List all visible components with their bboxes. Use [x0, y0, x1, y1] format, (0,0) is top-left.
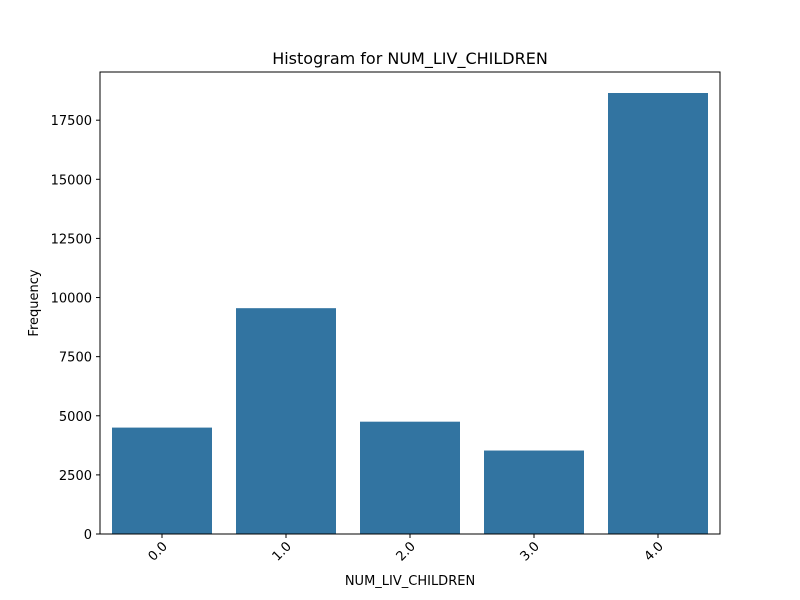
y-tick-label: 2500: [59, 469, 92, 484]
y-tick-label: 7500: [59, 351, 92, 366]
x-tick-label: 2.0: [394, 539, 419, 564]
bar-3.0: [484, 450, 584, 534]
y-tick-label: 0: [84, 528, 92, 543]
bars-group: [112, 93, 708, 534]
bar-0.0: [112, 427, 212, 534]
y-tick-label: 12500: [51, 232, 92, 247]
y-tick-label: 5000: [59, 410, 92, 425]
x-tick-label: 4.0: [642, 539, 667, 564]
x-tick-label: 1.0: [270, 539, 295, 564]
x-tick-label: 3.0: [518, 539, 543, 564]
bar-1.0: [236, 308, 336, 534]
x-axis-label: NUM_LIV_CHILDREN: [345, 574, 475, 589]
plot-area: 0 2500 5000 7500 10000 12500 15000 17500 0.0 1.0…: [51, 71, 721, 564]
y-tick-label: 15000: [51, 173, 92, 188]
plot-frame: [99, 71, 721, 535]
x-axis: 0.0 1.0 2.0 3.0 4.0: [146, 534, 667, 564]
chart-title: Histogram for NUM_LIV_CHILDREN: [272, 49, 548, 69]
y-tick-label: 17500: [51, 114, 92, 129]
x-tick-label: 0.0: [146, 539, 171, 564]
bar-2.0: [360, 421, 460, 534]
y-axis: 0 2500 5000 7500 10000 12500 15000 17500: [51, 114, 100, 543]
y-tick-label: 10000: [51, 292, 92, 307]
y-axis-label: Frequency: [27, 269, 42, 336]
bar-4.0: [608, 93, 708, 534]
